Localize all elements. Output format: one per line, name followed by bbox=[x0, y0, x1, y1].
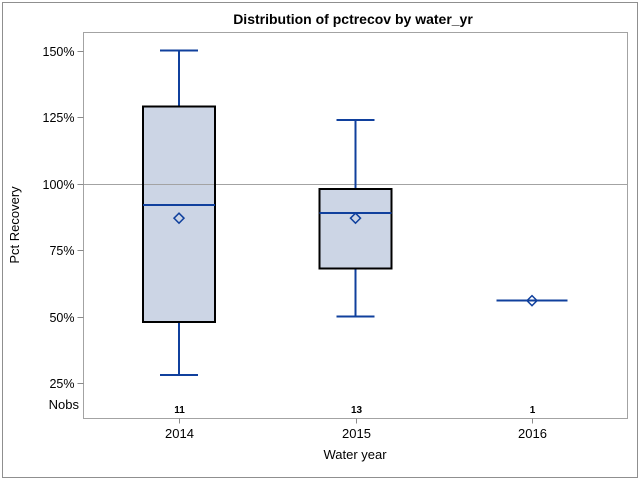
y-axis-title: Pct Recovery bbox=[7, 186, 22, 264]
y-tick-label-75: 75% bbox=[49, 244, 74, 258]
nobs-row-label: Nobs bbox=[49, 397, 80, 412]
box-fill-2015 bbox=[319, 188, 392, 269]
mean-marker-2014 bbox=[172, 212, 186, 225]
x-tick-label-2014: 2014 bbox=[165, 426, 194, 441]
y-tick-label-100: 100% bbox=[43, 178, 75, 192]
y-tick-label-125: 125% bbox=[43, 111, 75, 125]
chart-title: Distribution of pctrecov by water_yr bbox=[233, 11, 473, 27]
x-axis-title: Water year bbox=[323, 447, 387, 462]
nobs-value-2016: 1 bbox=[530, 405, 536, 416]
mean-marker-2016 bbox=[525, 294, 539, 307]
nobs-value-2015: 13 bbox=[351, 405, 363, 416]
y-tick-label-25: 25% bbox=[49, 377, 74, 391]
boxplot-chart: 150% 125% 100% 75% 50% 25% 2014 11 2015 13 2016 1 D… bbox=[7, 11, 628, 462]
plot-area: 150% 125% 100% 75% 50% 25% 2014 11 2015 13 2016 1 bbox=[43, 32, 628, 441]
y-tick-label-150: 150% bbox=[43, 45, 75, 59]
x-tick-label-2016: 2016 bbox=[518, 426, 547, 441]
x-tick-label-2015: 2015 bbox=[342, 426, 371, 441]
y-tick-label-50: 50% bbox=[49, 311, 74, 325]
nobs-value-2014: 11 bbox=[174, 405, 185, 416]
box-border-2015 bbox=[318, 187, 393, 270]
mean-marker-2015 bbox=[349, 212, 362, 225]
box-border-2014 bbox=[142, 105, 216, 323]
